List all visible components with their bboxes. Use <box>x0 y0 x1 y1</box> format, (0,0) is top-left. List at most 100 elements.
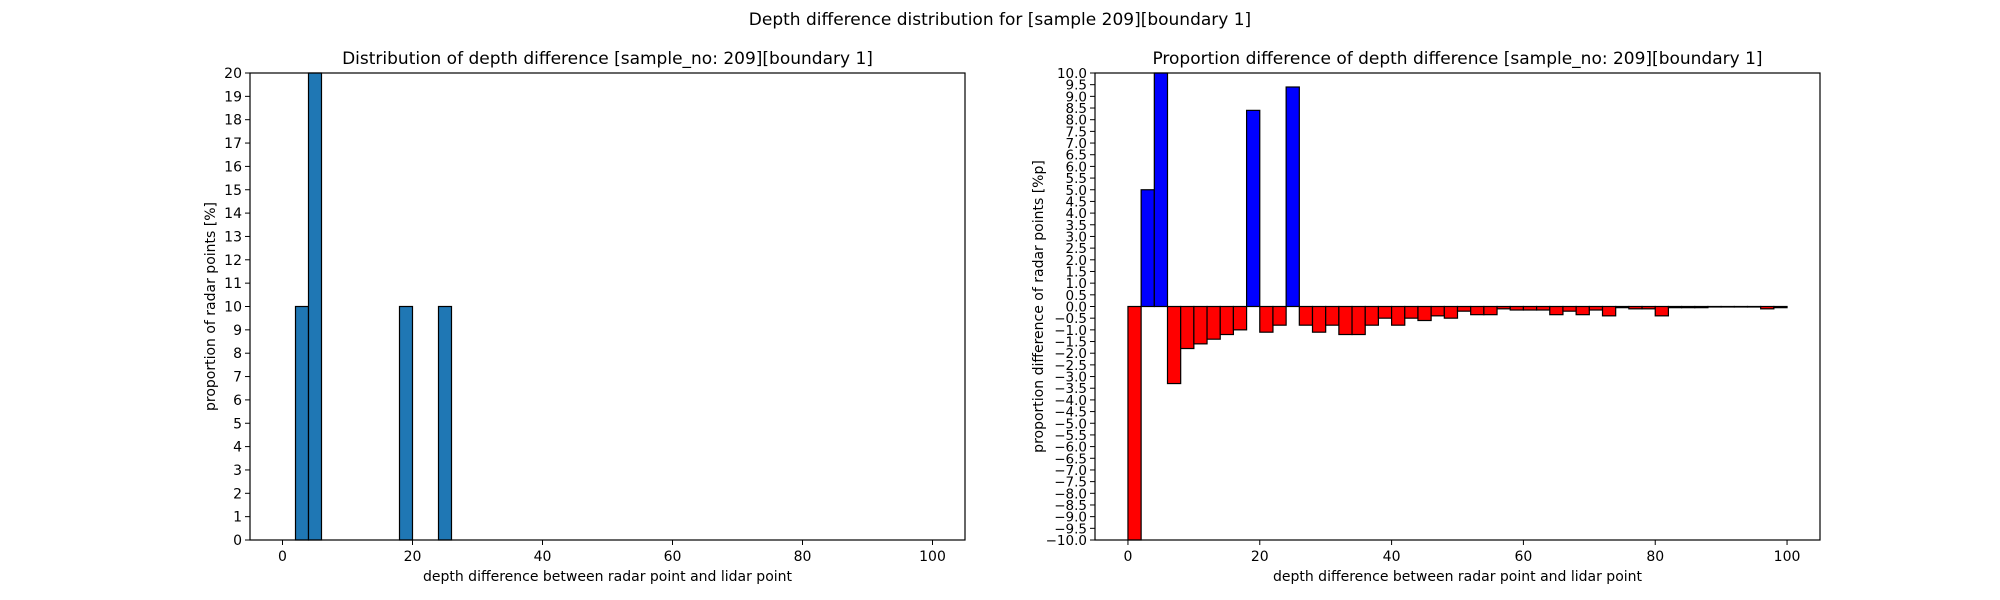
y-tick-label: −1.5 <box>1054 335 1087 351</box>
negative-bar <box>1654 305 1670 317</box>
positive-bar <box>1285 86 1300 308</box>
y-tick-label: −7.0 <box>1054 463 1087 479</box>
negative-bar <box>1483 305 1498 316</box>
histogram-bar <box>398 305 414 541</box>
y-tick-label: 15 <box>224 183 242 199</box>
y-axis-label: proportion of radar points [%] <box>203 202 219 411</box>
negative-bar <box>1470 305 1485 316</box>
y-tick-label: 9.5 <box>1066 78 1087 94</box>
y-tick-label: 5.5 <box>1066 171 1087 187</box>
x-tick-label: 80 <box>794 549 812 565</box>
y-tick-label: −7.5 <box>1054 475 1087 491</box>
y-tick-label: 13 <box>224 229 242 245</box>
negative-bar <box>1628 305 1643 310</box>
negative-bar <box>1219 305 1235 336</box>
y-tick-label: 16 <box>224 159 242 175</box>
negative-bar <box>1272 305 1287 326</box>
x-tick-label: 20 <box>404 549 422 565</box>
histogram-bar <box>307 72 323 541</box>
negative-bar <box>1575 305 1590 316</box>
negative-bar <box>1509 305 1525 311</box>
negative-bar <box>1641 305 1656 310</box>
negative-bar <box>1707 305 1722 308</box>
negative-bar <box>1615 305 1630 309</box>
y-tick-label: 6.0 <box>1066 159 1087 175</box>
y-tick-label: −4.5 <box>1054 405 1087 421</box>
negative-bar <box>1496 305 1511 310</box>
negative-bar <box>1364 305 1380 326</box>
x-tick-label: 40 <box>1383 549 1401 565</box>
x-tick-label: 60 <box>664 549 682 565</box>
chart-title: Distribution of depth difference [sample… <box>342 49 873 69</box>
negative-bar <box>1760 305 1775 310</box>
negative-bar <box>1680 305 1696 309</box>
chart-2: 0 20 40 60 80 100 −10.0−9.5−9.0−8.5−8.0−7.5−7.… <box>1031 49 1821 585</box>
negative-bar <box>1746 305 1762 308</box>
y-tick-label: 2.0 <box>1066 253 1087 269</box>
negative-bar <box>1694 305 1709 309</box>
negative-bar <box>1298 305 1314 326</box>
negative-bar <box>1522 305 1538 311</box>
negative-bar <box>1588 305 1604 311</box>
x-axis-label: depth difference between radar point and… <box>423 569 793 585</box>
positive-bar <box>1153 72 1169 308</box>
y-tick-label: 12 <box>224 253 242 269</box>
x-tick-label: 0 <box>278 549 287 565</box>
y-tick-label: 3 <box>233 463 242 479</box>
negative-bar <box>1390 305 1406 326</box>
y-tick-label: 10 <box>224 300 242 316</box>
y-tick-label: 5 <box>233 416 242 432</box>
y-tick-label: 1 <box>233 510 242 526</box>
y-tick-label: 0 <box>233 533 242 549</box>
y-tick-label: −6.0 <box>1054 440 1087 456</box>
negative-bar <box>1535 305 1551 311</box>
y-tick-label: −9.5 <box>1054 521 1087 537</box>
y-tick-label: 3.5 <box>1066 218 1087 234</box>
negative-bar <box>1338 305 1353 336</box>
negative-bar <box>1351 305 1366 336</box>
y-tick-label: 7.0 <box>1066 136 1087 152</box>
y-tick-label: 3.0 <box>1066 229 1087 245</box>
y-tick-label: 2 <box>233 486 242 502</box>
y-tick-label: −1.0 <box>1054 323 1087 339</box>
histogram-bar <box>437 305 453 541</box>
negative-bar <box>1601 305 1617 317</box>
y-tick-label: 4 <box>233 440 242 456</box>
chart-title: Proportion difference of depth differenc… <box>1152 49 1762 69</box>
negative-bar <box>1667 305 1683 309</box>
y-tick-label: 14 <box>224 206 242 222</box>
y-tick-label: 7 <box>233 370 242 386</box>
y-tick-label: 0.5 <box>1066 288 1087 304</box>
x-tick-label: 40 <box>534 549 552 565</box>
y-tick-label: 6.5 <box>1066 148 1087 164</box>
y-tick-label: −3.0 <box>1054 370 1087 386</box>
y-tick-label: 2.5 <box>1066 241 1087 257</box>
positive-bar <box>1140 189 1155 308</box>
y-tick-label: 20 <box>224 66 242 82</box>
negative-bar <box>1430 305 1445 317</box>
negative-bar <box>1166 305 1182 385</box>
histogram-bar <box>294 305 310 541</box>
plot-frame <box>249 72 966 541</box>
y-tick-label: 5.0 <box>1066 183 1087 199</box>
y-tick-label: 0.0 <box>1066 300 1087 316</box>
y-tick-label: 4.5 <box>1066 194 1087 210</box>
negative-bar <box>1562 305 1577 312</box>
y-tick-label: −5.5 <box>1054 428 1087 444</box>
y-tick-label: 8 <box>233 346 242 362</box>
negative-bar <box>1773 305 1788 309</box>
y-tick-label: −2.0 <box>1054 346 1087 362</box>
y-tick-label: 10.0 <box>1057 66 1087 82</box>
negative-bar <box>1549 305 1564 316</box>
y-tick-label: −2.5 <box>1054 358 1087 374</box>
y-tick-label: 9.0 <box>1066 89 1087 105</box>
negative-bar <box>1206 305 1221 340</box>
negative-bar <box>1180 305 1195 350</box>
y-tick-label: −5.0 <box>1054 416 1087 432</box>
y-tick-label: 9 <box>233 323 242 339</box>
y-tick-label: 8.5 <box>1066 101 1087 117</box>
chart-1: 0 20 40 60 80 1000123456789101112131415161718… <box>203 49 966 585</box>
y-tick-label: 1.0 <box>1066 276 1087 292</box>
negative-bar <box>1325 305 1340 326</box>
negative-bar <box>1311 305 1327 333</box>
